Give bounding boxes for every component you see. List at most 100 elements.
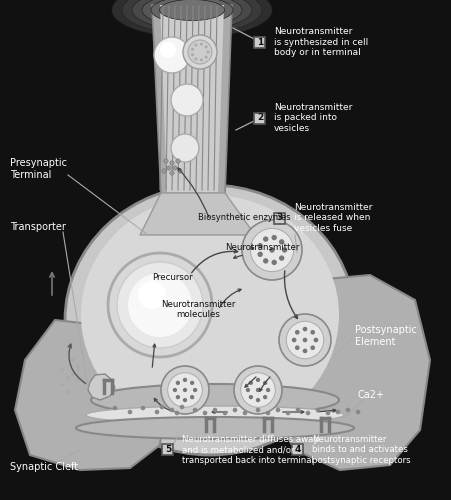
FancyArrowPatch shape: [284, 271, 297, 318]
Circle shape: [255, 408, 260, 412]
Text: 4: 4: [294, 446, 300, 454]
Circle shape: [325, 410, 330, 416]
Circle shape: [262, 258, 268, 264]
Circle shape: [302, 348, 307, 354]
Text: 2: 2: [256, 114, 262, 122]
Text: Neurotransmitter
molecules: Neurotransmitter molecules: [161, 300, 235, 320]
Circle shape: [202, 410, 207, 416]
Circle shape: [170, 171, 174, 175]
Text: 1: 1: [256, 38, 262, 46]
FancyArrowPatch shape: [177, 168, 208, 218]
Polygon shape: [88, 374, 115, 400]
Circle shape: [269, 248, 274, 252]
Ellipse shape: [86, 406, 343, 424]
Circle shape: [128, 410, 132, 414]
Circle shape: [172, 166, 177, 170]
Ellipse shape: [76, 417, 353, 439]
Circle shape: [66, 376, 70, 380]
Ellipse shape: [142, 0, 241, 26]
Circle shape: [161, 169, 166, 173]
FancyBboxPatch shape: [292, 444, 303, 456]
Circle shape: [255, 398, 260, 402]
Text: Biosynthetic enzymes: Biosynthetic enzymes: [198, 213, 290, 222]
FancyArrowPatch shape: [154, 398, 172, 411]
Text: 3: 3: [276, 214, 282, 222]
Circle shape: [193, 388, 197, 392]
Circle shape: [212, 408, 217, 412]
FancyArrowPatch shape: [259, 377, 269, 391]
Text: Synaptic Cleft: Synaptic Cleft: [10, 462, 78, 472]
FancyArrowPatch shape: [212, 410, 227, 414]
Polygon shape: [152, 5, 231, 195]
Circle shape: [278, 314, 330, 366]
Circle shape: [291, 338, 296, 342]
Circle shape: [60, 383, 64, 387]
Ellipse shape: [112, 0, 272, 38]
Circle shape: [71, 372, 75, 376]
Circle shape: [295, 330, 299, 334]
Circle shape: [189, 380, 194, 385]
Circle shape: [169, 408, 174, 412]
Circle shape: [140, 406, 145, 410]
Circle shape: [191, 48, 193, 51]
FancyBboxPatch shape: [254, 112, 265, 124]
Circle shape: [204, 46, 207, 48]
Circle shape: [170, 161, 174, 165]
Text: Postsynaptic
Element: Postsynaptic Element: [354, 325, 416, 346]
Text: 5: 5: [165, 446, 171, 454]
Circle shape: [295, 346, 299, 350]
Circle shape: [161, 366, 208, 414]
Text: Neurotransmitter: Neurotransmitter: [225, 243, 299, 252]
Circle shape: [285, 322, 323, 358]
Polygon shape: [160, 5, 224, 192]
Circle shape: [335, 410, 340, 414]
Circle shape: [191, 53, 193, 56]
FancyBboxPatch shape: [274, 212, 285, 224]
Circle shape: [302, 326, 307, 332]
Ellipse shape: [65, 185, 354, 455]
Circle shape: [257, 243, 262, 248]
FancyArrowPatch shape: [282, 410, 303, 414]
Circle shape: [194, 44, 197, 46]
Circle shape: [175, 410, 179, 416]
Circle shape: [177, 169, 182, 173]
Circle shape: [199, 58, 202, 61]
Circle shape: [166, 166, 171, 170]
Circle shape: [112, 406, 117, 410]
Text: Neurotransmitter
is released when
vesicles fuse: Neurotransmitter is released when vesicl…: [293, 203, 372, 233]
Text: Neurotransmitter
is packed into
vesicles: Neurotransmitter is packed into vesicles: [273, 103, 352, 133]
Circle shape: [315, 408, 320, 412]
FancyArrowPatch shape: [152, 344, 155, 367]
Circle shape: [345, 408, 350, 412]
Circle shape: [262, 395, 267, 400]
Ellipse shape: [81, 195, 338, 435]
Text: Neurotransmitter
binds to and activates
postsynaptic receptors: Neurotransmitter binds to and activates …: [311, 435, 410, 465]
Circle shape: [245, 388, 249, 392]
Ellipse shape: [91, 384, 338, 416]
Circle shape: [183, 378, 187, 382]
FancyBboxPatch shape: [162, 444, 173, 456]
Circle shape: [310, 346, 314, 350]
FancyArrowPatch shape: [317, 409, 335, 412]
FancyArrowPatch shape: [244, 377, 255, 387]
FancyArrowPatch shape: [191, 250, 237, 273]
Circle shape: [355, 410, 359, 414]
FancyArrowPatch shape: [233, 256, 242, 258]
Circle shape: [310, 330, 314, 334]
Circle shape: [248, 395, 253, 400]
Circle shape: [108, 253, 212, 357]
Circle shape: [188, 40, 212, 64]
Ellipse shape: [132, 0, 252, 30]
Circle shape: [179, 404, 184, 409]
Circle shape: [262, 380, 267, 385]
Ellipse shape: [159, 0, 224, 20]
Circle shape: [159, 404, 164, 409]
Circle shape: [71, 358, 75, 362]
Circle shape: [240, 372, 275, 408]
Circle shape: [175, 395, 179, 400]
Circle shape: [163, 159, 168, 163]
Circle shape: [76, 378, 80, 382]
Circle shape: [255, 378, 260, 382]
Circle shape: [242, 410, 247, 416]
Circle shape: [183, 35, 216, 69]
